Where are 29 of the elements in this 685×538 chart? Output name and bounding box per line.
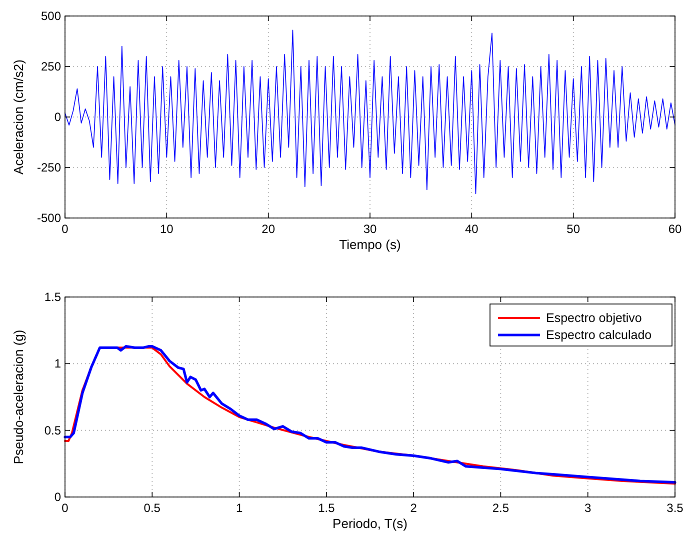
x-axis-title: Tiempo (s) [339,237,401,252]
y-tick-label: 250 [40,60,62,74]
x-tick-label: 40 [464,222,479,236]
x-tick-label: 30 [363,222,377,236]
x-tick-label: 50 [566,222,580,236]
legend-label: Espectro calculado [546,328,652,342]
x-tick-label: 1.5 [318,501,336,515]
line-series [64,30,676,194]
y-axis-title: Pseudo-aceleracion (g) [11,330,26,464]
x-tick-label: 2 [410,501,418,515]
y-tick-label: 1.5 [44,290,62,304]
legend-label: Espectro objetivo [546,311,642,325]
y-tick-label: 0 [54,490,62,504]
y-tick-label: 0 [54,110,62,124]
x-tick-label: 0.5 [144,501,161,515]
y-tick-label: -500 [36,211,62,225]
x-tick-label: 3 [584,501,592,515]
y-axis-title: Aceleracion (cm/s2) [11,60,26,174]
x-tick-label: 60 [668,222,682,236]
y-tick-label: -250 [36,160,62,174]
x-tick-label: 1 [236,501,243,515]
x-tick-label: 10 [160,222,174,236]
x-tick-label: 3.5 [666,501,684,515]
x-tick-label: 20 [262,222,276,236]
y-tick-label: 1 [54,356,62,371]
y-tick-label: 0.5 [44,423,62,438]
x-axis-title: Periodo, T(s) [332,516,408,531]
y-tick-label: 500 [40,9,62,23]
x-tick-label: 2.5 [492,501,510,515]
